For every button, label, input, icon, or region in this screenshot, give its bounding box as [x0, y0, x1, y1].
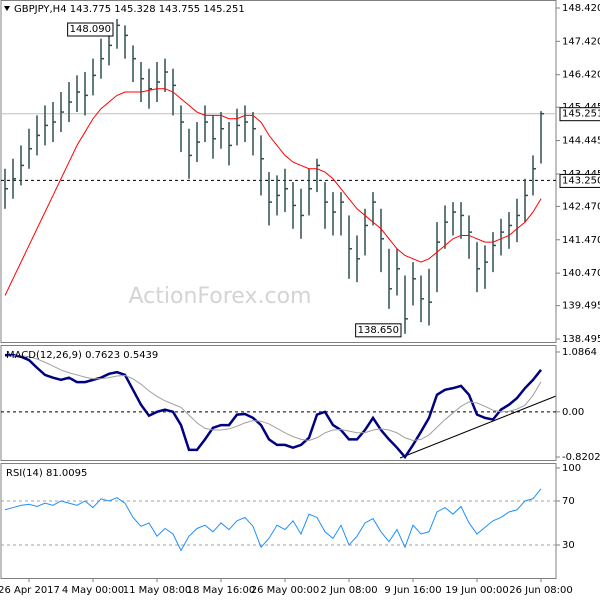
price-annotation-box — [355, 323, 402, 338]
y-tick-label: 138.495 — [562, 334, 600, 345]
y-tick-label: 140.470 — [562, 268, 600, 279]
price-annotation-box — [67, 22, 114, 37]
price-annotation: 138.650 — [358, 325, 399, 336]
y-tick-label: 1.0864 — [562, 347, 597, 358]
level-label: 143.250 — [562, 175, 600, 186]
x-tick-label: 11 May 08:00 — [123, 585, 192, 596]
panel-title: GBPJPY,H4 143.775 145.328 143.755 145.25… — [14, 4, 245, 15]
moving-average — [4, 88, 542, 296]
y-tick-label: 148.420 — [562, 3, 600, 14]
watermark: ActionForex.com — [129, 284, 312, 309]
trend-line — [399, 395, 557, 459]
indicator-line — [4, 488, 542, 552]
indicator-line — [5, 353, 542, 460]
y-tick-label: 146.420 — [562, 70, 600, 81]
y-tick-label: 139.495 — [562, 301, 600, 312]
indicator-line — [4, 355, 542, 442]
panel-title: RSI(14) 81.0095 — [6, 468, 87, 479]
price-annotation: 148.090 — [70, 24, 111, 35]
panel — [0, 463, 557, 579]
y-tick-label: 147.420 — [562, 36, 600, 47]
y-tick-label: 142.470 — [562, 201, 600, 212]
x-tick-label: 4 May 00:00 — [62, 585, 124, 596]
y-tick-label: 0.00 — [562, 407, 584, 418]
level-label-box — [559, 173, 600, 188]
x-tick-label: 9 Jun 16:00 — [384, 585, 441, 596]
level-label-box — [559, 107, 600, 122]
x-tick-label: 26 May 00:00 — [251, 585, 320, 596]
y-tick-label: 30 — [562, 540, 575, 551]
panel-title: MACD(12,26,9) 0.7623 0.5439 — [6, 350, 158, 361]
panel — [0, 345, 557, 461]
level-label: 145.251 — [562, 109, 600, 120]
x-tick-label: 26 Jun 08:00 — [509, 585, 573, 596]
menu-arrow — [4, 6, 10, 11]
y-tick-label: 144.445 — [562, 136, 600, 147]
x-tick-label: 2 Jun 08:00 — [320, 585, 377, 596]
y-tick-label: -0.8202 — [562, 452, 600, 463]
panel — [0, 0, 557, 343]
x-tick-label: 19 Jun 00:00 — [445, 585, 509, 596]
y-tick-label: 141.470 — [562, 235, 600, 246]
x-tick-label: 26 Apr 2017 — [0, 585, 60, 596]
x-tick-label: 18 May 16:00 — [187, 585, 256, 596]
y-tick-label: 70 — [562, 496, 575, 507]
y-tick-label: 100 — [562, 463, 581, 474]
